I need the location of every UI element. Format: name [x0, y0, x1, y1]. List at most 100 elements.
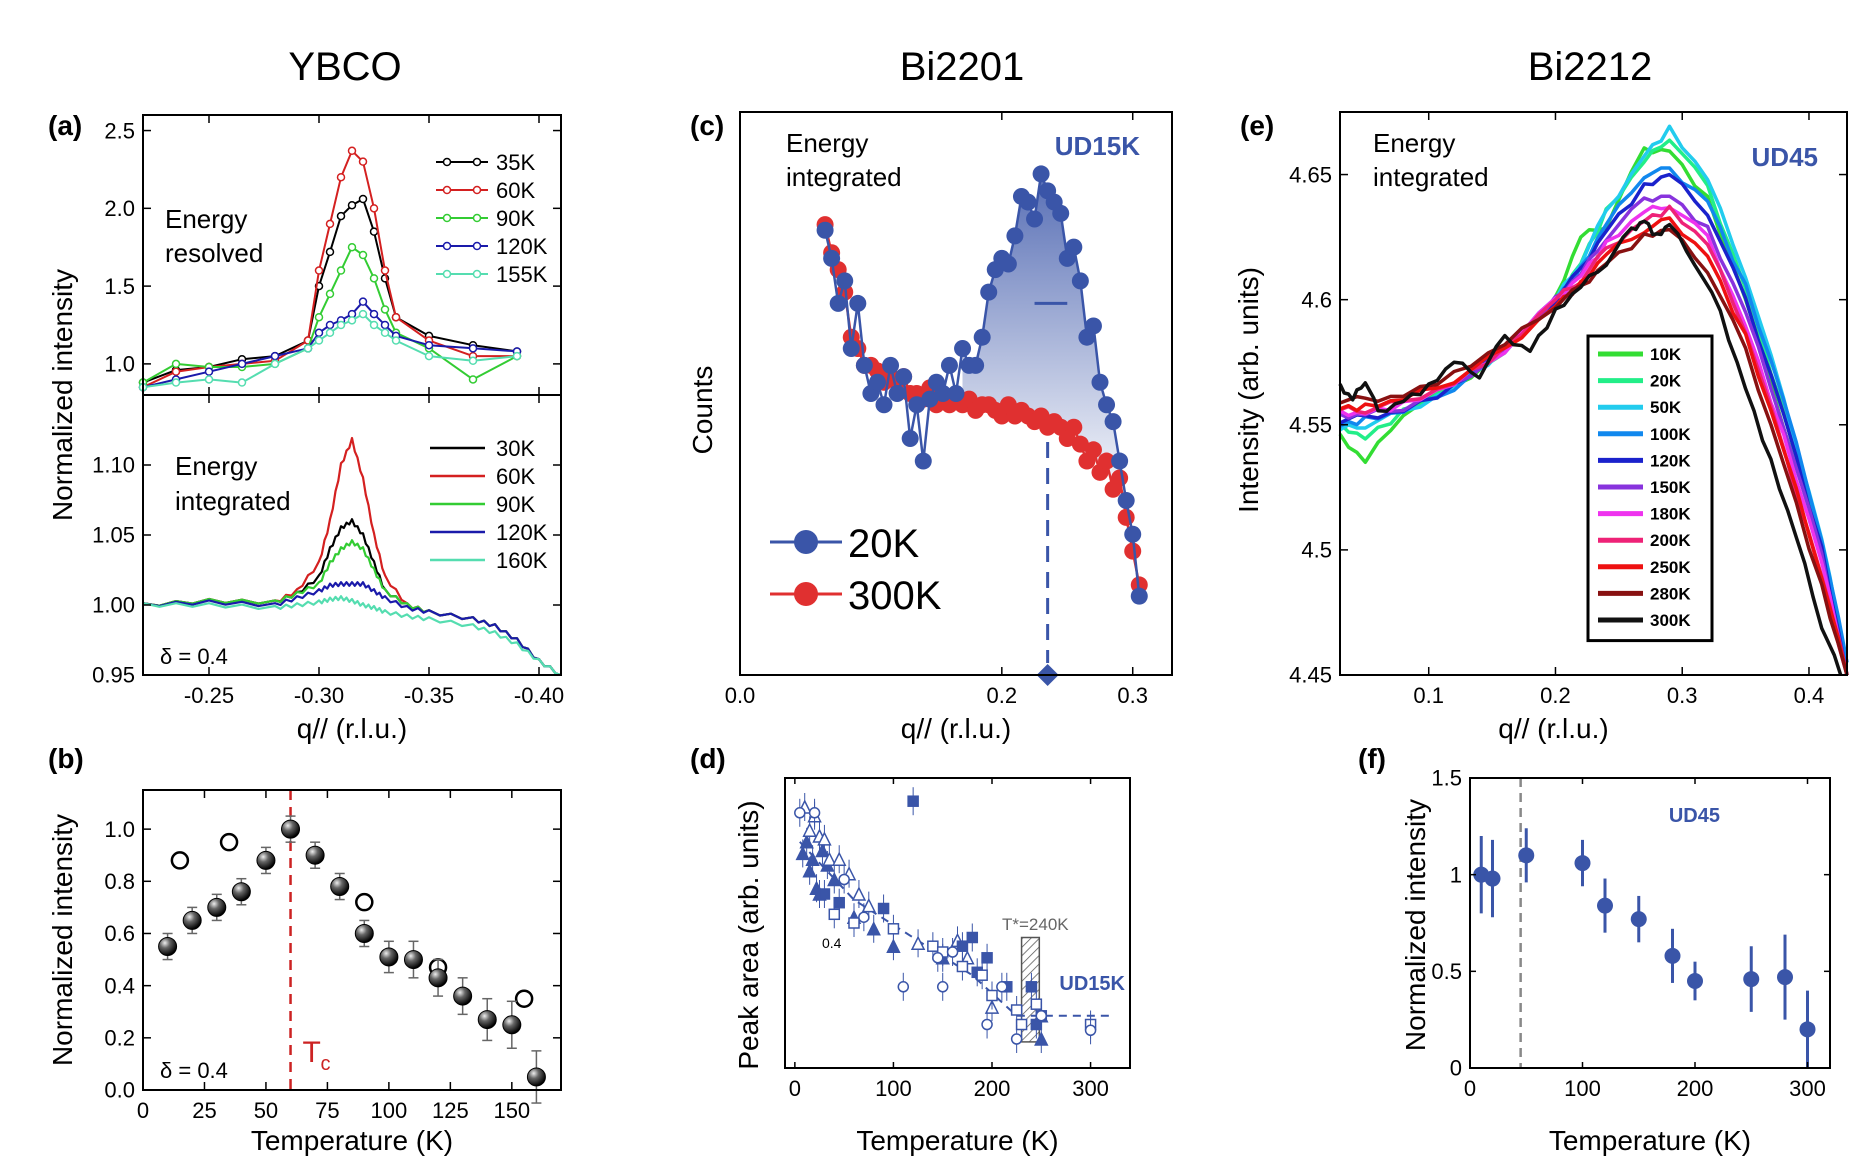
- legend-label: 120K: [496, 520, 548, 545]
- plot-frame: [739, 111, 1173, 676]
- sample-tag: UD15K: [1059, 973, 1125, 995]
- data-point-open-square: [1015, 1018, 1028, 1031]
- data-point-155K: [204, 375, 214, 384]
- x-tick-label: -0.25: [184, 683, 234, 708]
- annotation-line-1: Energy: [165, 204, 247, 234]
- data-point-35K: [347, 200, 357, 210]
- y-tick-label: 1.0: [104, 817, 135, 842]
- filled-ball-point: [256, 850, 276, 870]
- data-point-20K: [908, 396, 926, 414]
- data-point-20K: [849, 294, 867, 312]
- legend-label: 180K: [1650, 505, 1691, 524]
- data-point-155K: [237, 378, 247, 387]
- data-point-open-circle: [932, 952, 944, 964]
- data-point-120K: [325, 320, 335, 330]
- data-point-90K: [358, 250, 368, 260]
- data-point-20K: [967, 356, 985, 374]
- legend-marker-20K: [794, 530, 818, 554]
- data-point-60K: [314, 266, 324, 275]
- legend-label: 120K: [496, 234, 548, 259]
- filled-ball-point: [158, 937, 178, 957]
- data-point-open-circle: [1084, 1024, 1097, 1037]
- data-point-filled-triangle: [802, 863, 817, 878]
- data-point-155K: [512, 351, 522, 361]
- x-tick-label: 100: [875, 1076, 912, 1101]
- y-tick-label: 4.45: [1289, 663, 1332, 688]
- data-point-155K: [303, 344, 313, 353]
- x-axis-label: q// (r.l.u.): [901, 713, 1011, 744]
- filled-ball-point: [354, 923, 374, 943]
- data-point-155K: [358, 309, 368, 319]
- small-label: 0.4: [822, 935, 842, 951]
- data-point-120K: [369, 309, 379, 319]
- open-circle-point: [355, 892, 374, 912]
- filled-ball-point: [379, 947, 399, 967]
- data-point-open-triangle: [851, 886, 867, 901]
- data-point-20K: [947, 385, 965, 402]
- x-tick-label: 0: [137, 1098, 149, 1123]
- annotation-line-2: resolved: [165, 238, 263, 268]
- filled-ball-point: [502, 1015, 522, 1035]
- filled-ball-point: [231, 882, 251, 902]
- annotation-line-2: integrated: [175, 486, 291, 516]
- legend-marker-155K: [442, 269, 452, 279]
- data-point-open-circle: [981, 1018, 993, 1031]
- y-tick-label: 1.00: [92, 593, 135, 618]
- plot-frame: [784, 777, 1131, 1069]
- y-tick-label: 4.6: [1301, 287, 1332, 312]
- x-axis-label: Temperature (K): [1549, 1125, 1751, 1156]
- x-axis-label: q// (r.l.u.): [297, 713, 407, 744]
- plot-frame: [1339, 111, 1848, 676]
- data-point-20K: [1026, 210, 1044, 228]
- y-tick-label: 4.55: [1289, 412, 1332, 437]
- data-point-60K: [347, 146, 357, 156]
- y-tick-label: 0.4: [104, 973, 135, 998]
- data-point-120K: [270, 351, 280, 361]
- data-point-90K: [171, 359, 181, 369]
- x-tick-label: -0.40: [514, 683, 564, 708]
- legend-label: 100K: [1650, 425, 1691, 444]
- data-point: [1518, 847, 1535, 864]
- data-point-20K: [1006, 227, 1024, 245]
- data-point-35K: [336, 211, 346, 221]
- data-point-filled-square: [877, 902, 890, 915]
- x-tick-label: 125: [432, 1098, 469, 1123]
- y-tick-label: 1: [1450, 862, 1462, 887]
- panel-label: (a): [48, 110, 82, 141]
- legend-marker-60K: [472, 185, 482, 195]
- data-point-155K: [325, 328, 335, 338]
- data-point-open-triangle: [832, 851, 847, 866]
- data-point-open-square: [956, 960, 969, 973]
- data-point-155K: [314, 336, 324, 345]
- x-tick-label: 0.3: [1667, 683, 1698, 708]
- data-point-20K: [901, 430, 919, 448]
- data-point-open-circle: [794, 807, 806, 819]
- data-point-120K: [424, 340, 434, 350]
- filled-ball-point: [281, 819, 301, 839]
- data-point-90K: [336, 266, 346, 275]
- filled-ball-point: [305, 845, 325, 865]
- legend-label: 50K: [1650, 398, 1682, 417]
- data-point-35K: [358, 194, 368, 204]
- y-tick-label: 2.0: [104, 196, 135, 221]
- legend-label: 280K: [1650, 584, 1691, 603]
- data-point-open-triangle: [822, 851, 837, 866]
- y-tick-label: 4.65: [1289, 162, 1332, 187]
- sample-tag: UD15K: [1055, 131, 1140, 161]
- legend-label: 60K: [496, 464, 535, 489]
- legend-label: 150K: [1650, 478, 1691, 497]
- x-tick-label: 75: [315, 1098, 339, 1123]
- open-circle-point: [219, 832, 239, 852]
- annotation-line-2: integrated: [1373, 162, 1489, 192]
- annotation-line-1: Energy: [786, 128, 868, 158]
- data-point-filled-triangle: [886, 938, 901, 953]
- data-point-open-square: [1030, 998, 1043, 1010]
- x-tick-label: 25: [192, 1098, 216, 1123]
- data-point-open-square: [828, 908, 841, 921]
- series-line-60K: [142, 149, 517, 389]
- y-tick-label: 0.95: [92, 663, 135, 688]
- data-point-90K: [380, 305, 390, 314]
- y-tick-label: 0: [1450, 1056, 1462, 1081]
- x-tick-label: 300: [1072, 1076, 1109, 1101]
- data-point-20K: [1052, 204, 1070, 222]
